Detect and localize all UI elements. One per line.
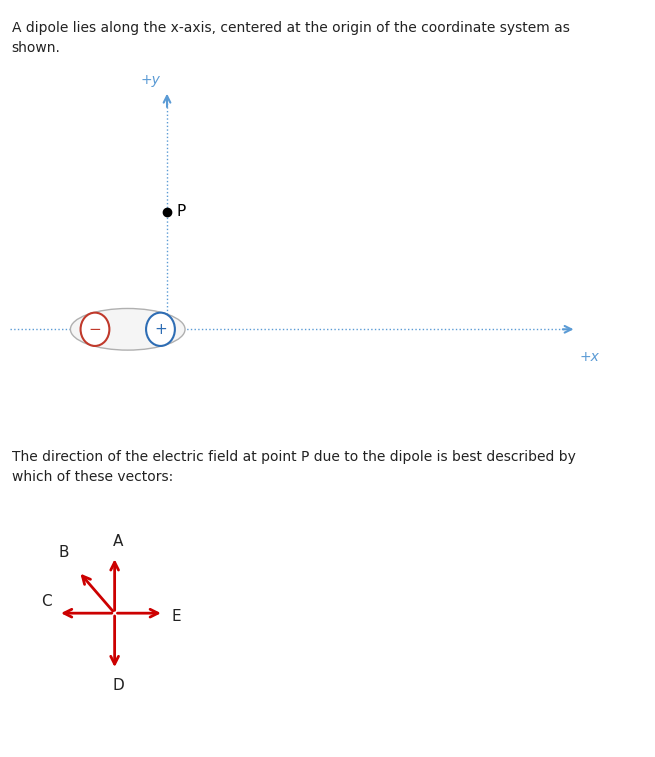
Text: +x: +x [580, 350, 599, 364]
Ellipse shape [71, 309, 185, 350]
Text: −: − [88, 322, 102, 337]
Text: A: A [113, 534, 123, 549]
Circle shape [81, 313, 109, 346]
Text: C: C [41, 594, 52, 609]
Text: A dipole lies along the x-axis, centered at the origin of the coordinate system : A dipole lies along the x-axis, centered… [12, 21, 570, 55]
Text: D: D [112, 678, 124, 693]
Text: P: P [177, 204, 186, 220]
Text: E: E [172, 609, 181, 625]
Text: B: B [58, 545, 69, 560]
Text: +y: +y [141, 73, 160, 87]
Circle shape [146, 313, 175, 346]
Text: The direction of the electric field at point P due to the dipole is best describ: The direction of the electric field at p… [12, 450, 576, 484]
Text: +: + [154, 322, 167, 337]
